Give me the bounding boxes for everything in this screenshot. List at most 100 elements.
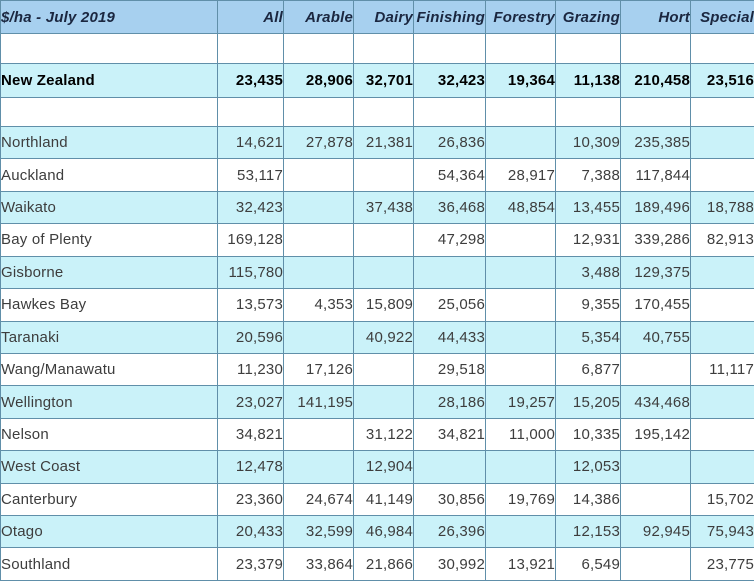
value-cell: 11,117 — [690, 352, 754, 387]
value-cell: 37,438 — [353, 190, 414, 225]
empty-cell — [217, 97, 284, 127]
column-header-finishing: Finishing — [413, 0, 486, 34]
table-row-gisborne: Gisborne 115,780 3,488 129,375 — [0, 255, 754, 290]
value-cell: 36,468 — [413, 190, 486, 225]
column-header-dairy: Dairy — [353, 0, 414, 34]
value-cell: 34,821 — [217, 417, 284, 452]
value-cell: 23,775 — [690, 547, 754, 581]
value-cell: 15,702 — [690, 482, 754, 517]
column-header-hort: Hort — [620, 0, 691, 34]
value-cell: 13,455 — [555, 190, 621, 225]
empty-cell — [0, 33, 218, 64]
value-cell: 20,433 — [217, 515, 284, 549]
empty-cell — [485, 450, 556, 484]
value-cell: 169,128 — [217, 223, 284, 257]
value-cell: 11,138 — [555, 63, 621, 98]
value-cell: 10,309 — [555, 125, 621, 160]
value-cell: 25,056 — [413, 288, 486, 322]
value-cell: 48,854 — [485, 190, 556, 225]
value-cell: 6,549 — [555, 547, 621, 581]
table-row-wang-manawatu: Wang/Manawatu 11,230 17,126 29,518 6,877 11,1… — [0, 352, 754, 387]
empty-cell — [555, 97, 621, 127]
empty-cell — [690, 97, 754, 127]
empty-cell — [620, 352, 691, 387]
value-cell: 339,286 — [620, 223, 691, 257]
value-cell: 34,821 — [413, 417, 486, 452]
value-cell: 23,360 — [217, 482, 284, 517]
value-cell: 28,906 — [283, 63, 354, 98]
empty-cell — [283, 33, 354, 64]
value-cell: 32,423 — [217, 190, 284, 225]
value-cell: 23,027 — [217, 385, 284, 419]
value-cell: 32,599 — [283, 515, 354, 549]
header-row: $/ha - July 2019 All Arable Dairy Finishing… — [0, 0, 754, 34]
empty-cell — [485, 125, 556, 160]
value-cell: 11,000 — [485, 417, 556, 452]
value-cell: 19,769 — [485, 482, 556, 517]
value-cell: 129,375 — [620, 255, 691, 290]
empty-cell — [485, 255, 556, 290]
empty-cell — [353, 33, 414, 64]
value-cell: 40,922 — [353, 320, 414, 354]
column-header-arable: Arable — [283, 0, 354, 34]
value-cell: 18,788 — [690, 190, 754, 225]
value-cell: 7,388 — [555, 158, 621, 192]
table-title: $/ha - July 2019 — [0, 0, 218, 34]
column-header-all: All — [217, 0, 284, 34]
table-row-canterbury: Canterbury 23,360 24,674 41,149 30,856 19,769… — [0, 482, 754, 517]
value-cell: 6,877 — [555, 352, 621, 387]
value-cell: 24,674 — [283, 482, 354, 517]
value-cell: 19,364 — [485, 63, 556, 98]
empty-cell — [690, 158, 754, 192]
value-cell: 23,379 — [217, 547, 284, 581]
column-header-special: Special — [690, 0, 754, 34]
empty-cell — [555, 33, 621, 64]
value-cell: 15,809 — [353, 288, 414, 322]
empty-cell — [353, 223, 414, 257]
region-label: Canterbury — [0, 482, 218, 517]
value-cell: 15,205 — [555, 385, 621, 419]
value-cell: 13,921 — [485, 547, 556, 581]
table-row-waikato: Waikato 32,423 37,438 36,468 48,854 13,455 189… — [0, 190, 754, 225]
empty-cell — [0, 97, 218, 127]
region-label: Taranaki — [0, 320, 218, 354]
value-cell: 33,864 — [283, 547, 354, 581]
empty-cell — [283, 97, 354, 127]
value-cell: 10,335 — [555, 417, 621, 452]
empty-cell — [413, 97, 486, 127]
empty-cell — [485, 515, 556, 549]
empty-cell — [413, 33, 486, 64]
empty-cell — [690, 288, 754, 322]
value-cell: 14,386 — [555, 482, 621, 517]
region-label: Gisborne — [0, 255, 218, 290]
empty-cell — [217, 33, 284, 64]
empty-cell — [620, 482, 691, 517]
value-cell: 20,596 — [217, 320, 284, 354]
value-cell: 28,186 — [413, 385, 486, 419]
value-cell: 12,904 — [353, 450, 414, 484]
value-cell: 30,856 — [413, 482, 486, 517]
empty-cell — [620, 33, 691, 64]
region-label: Northland — [0, 125, 218, 160]
value-cell: 12,931 — [555, 223, 621, 257]
empty-cell — [620, 547, 691, 581]
region-label: Bay of Plenty — [0, 223, 218, 257]
value-cell: 235,385 — [620, 125, 691, 160]
empty-cell — [485, 223, 556, 257]
value-cell: 54,364 — [413, 158, 486, 192]
empty-cell — [690, 255, 754, 290]
value-cell: 11,230 — [217, 352, 284, 387]
value-cell: 4,353 — [283, 288, 354, 322]
column-header-grazing: Grazing — [555, 0, 621, 34]
value-cell: 32,423 — [413, 63, 486, 98]
region-label: West Coast — [0, 450, 218, 484]
value-cell: 12,153 — [555, 515, 621, 549]
empty-cell — [690, 320, 754, 354]
value-cell: 21,381 — [353, 125, 414, 160]
value-cell: 189,496 — [620, 190, 691, 225]
table-row-southland: Southland 23,379 33,864 21,866 30,992 13,921 6… — [0, 547, 754, 581]
value-cell: 26,836 — [413, 125, 486, 160]
empty-cell — [283, 320, 354, 354]
